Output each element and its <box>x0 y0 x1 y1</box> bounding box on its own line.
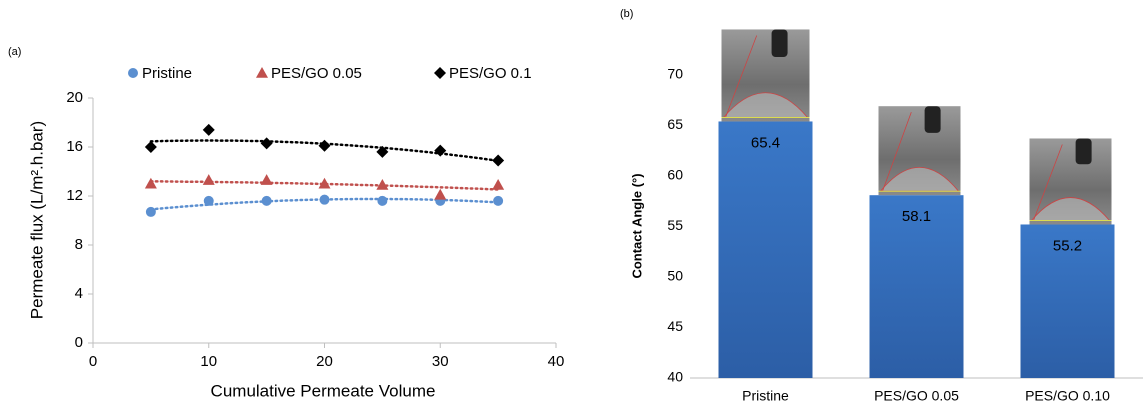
y-tick-label: 8 <box>75 236 83 253</box>
value-label: 65.4 <box>751 134 780 151</box>
marker <box>145 206 156 217</box>
y-tick-label: 40 <box>667 369 683 385</box>
marker <box>144 177 157 189</box>
legend-label: Pristine <box>142 65 192 82</box>
droplet <box>722 92 809 118</box>
marker <box>261 195 272 206</box>
value-label: 55.2 <box>1053 237 1082 254</box>
marker <box>260 174 273 185</box>
needle <box>771 29 788 58</box>
droplet-image <box>878 106 961 196</box>
marker <box>493 195 504 206</box>
droplet <box>879 167 960 192</box>
legend-label: PES/GO 0.05 <box>271 65 362 82</box>
marker <box>318 139 331 152</box>
marker <box>492 178 505 190</box>
x-tick-label: PES/GO 0.05 <box>874 388 959 404</box>
droplet-image <box>721 29 810 122</box>
legend-label: PES/GO 0.1 <box>449 65 532 82</box>
needle <box>1075 138 1092 165</box>
y-tick-label: 16 <box>66 138 83 155</box>
marker <box>492 154 505 167</box>
y-tick-label: 55 <box>667 217 683 233</box>
marker <box>203 195 214 206</box>
marker <box>260 137 273 150</box>
y-tick-label: 0 <box>75 334 83 351</box>
x-tick-label: Pristine <box>742 388 789 404</box>
legend-marker <box>128 68 138 78</box>
x-tick-label: 30 <box>432 353 449 370</box>
marker <box>434 144 447 157</box>
marker <box>202 174 215 185</box>
panel-label: (b) <box>620 8 633 20</box>
y-axis-title: Contact Angle (°) <box>629 173 644 278</box>
y-tick-label: 70 <box>667 66 683 82</box>
marker <box>318 177 331 189</box>
y-tick-label: 12 <box>66 187 83 204</box>
marker <box>319 194 330 205</box>
bar <box>869 195 964 378</box>
value-label: 58.1 <box>902 208 931 225</box>
x-tick-label: 40 <box>548 353 565 370</box>
angle-line <box>882 112 912 192</box>
x-tick-label: 10 <box>200 353 217 370</box>
trendline <box>149 180 500 191</box>
angle-line <box>1033 144 1063 221</box>
marker <box>202 123 215 136</box>
legend-marker <box>434 67 446 79</box>
marker <box>144 141 157 153</box>
y-tick-label: 65 <box>667 116 683 132</box>
y-tick-label: 45 <box>667 318 683 334</box>
bar <box>1020 224 1115 378</box>
needle <box>924 106 941 133</box>
y-tick-label: 4 <box>75 285 83 302</box>
x-axis-title: Cumulative Permeate Volume <box>211 381 436 400</box>
marker <box>377 195 388 206</box>
x-tick-label: PES/GO 0.10 <box>1025 388 1110 404</box>
panel-label: (a) <box>8 46 21 58</box>
droplet <box>1030 197 1111 221</box>
y-tick-label: 20 <box>66 89 83 106</box>
marker <box>434 188 447 200</box>
x-tick-label: 0 <box>89 353 97 370</box>
y-tick-label: 60 <box>667 167 683 183</box>
bar <box>718 121 813 379</box>
y-axis-title: Permeate flux (L/m².h.bar) <box>27 121 46 319</box>
angle-line <box>725 35 758 118</box>
x-tick-label: 20 <box>316 353 333 370</box>
marker <box>376 178 389 190</box>
droplet-image <box>1029 138 1112 225</box>
legend-marker <box>256 67 268 78</box>
marker <box>376 145 389 158</box>
y-tick-label: 50 <box>667 268 683 284</box>
